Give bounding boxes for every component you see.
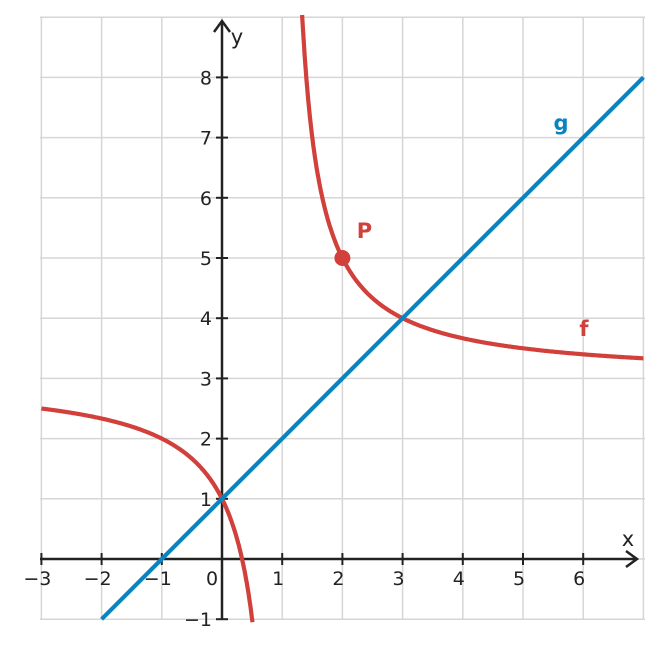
f-curve-right-branch bbox=[300, 14, 644, 361]
g-label: g bbox=[553, 111, 568, 135]
grid bbox=[40, 16, 645, 620]
point-p-label: P bbox=[357, 219, 372, 243]
y-tick-label: 6 bbox=[200, 188, 212, 210]
x-tick-label: 2 bbox=[332, 568, 344, 590]
f-label: f bbox=[579, 317, 589, 341]
y-axis-label: y bbox=[231, 25, 243, 49]
point-p bbox=[334, 250, 351, 266]
x-tick-label: −3 bbox=[23, 568, 51, 590]
x-tick-label: 6 bbox=[573, 568, 585, 590]
tick-labels: −3 −2 −1 0 1 2 3 4 5 6 −1 1 2 3 4 5 6 7 8 bbox=[23, 67, 585, 631]
x-tick-label: −1 bbox=[144, 568, 172, 590]
x-tick-label: 3 bbox=[393, 568, 405, 590]
axes bbox=[40, 18, 640, 621]
labels: x y Pf g bbox=[231, 25, 634, 551]
y-axis-arrow bbox=[212, 18, 232, 33]
x-axis-label: x bbox=[622, 527, 634, 551]
y-tick-label: 4 bbox=[200, 308, 212, 330]
g-line bbox=[100, 75, 645, 621]
x-tick-label: 5 bbox=[513, 568, 525, 590]
y-tick-label: 7 bbox=[200, 128, 212, 150]
y-tick-label: 2 bbox=[200, 429, 212, 451]
y-tick-label: 3 bbox=[200, 368, 212, 390]
x-tick-label: 1 bbox=[272, 568, 284, 590]
y-tick-label: 1 bbox=[200, 489, 212, 511]
x-tick-label: 4 bbox=[453, 568, 465, 590]
x-tick-label: 0 bbox=[206, 568, 218, 590]
x-axis-arrow bbox=[625, 549, 640, 569]
y-tick-label: −1 bbox=[184, 609, 212, 631]
f-curve-left-branch bbox=[40, 406, 255, 623]
x-tick-label: −2 bbox=[84, 568, 112, 590]
y-tick-label: 5 bbox=[200, 248, 212, 270]
curves bbox=[40, 14, 645, 623]
y-tick-label: 8 bbox=[200, 67, 212, 89]
